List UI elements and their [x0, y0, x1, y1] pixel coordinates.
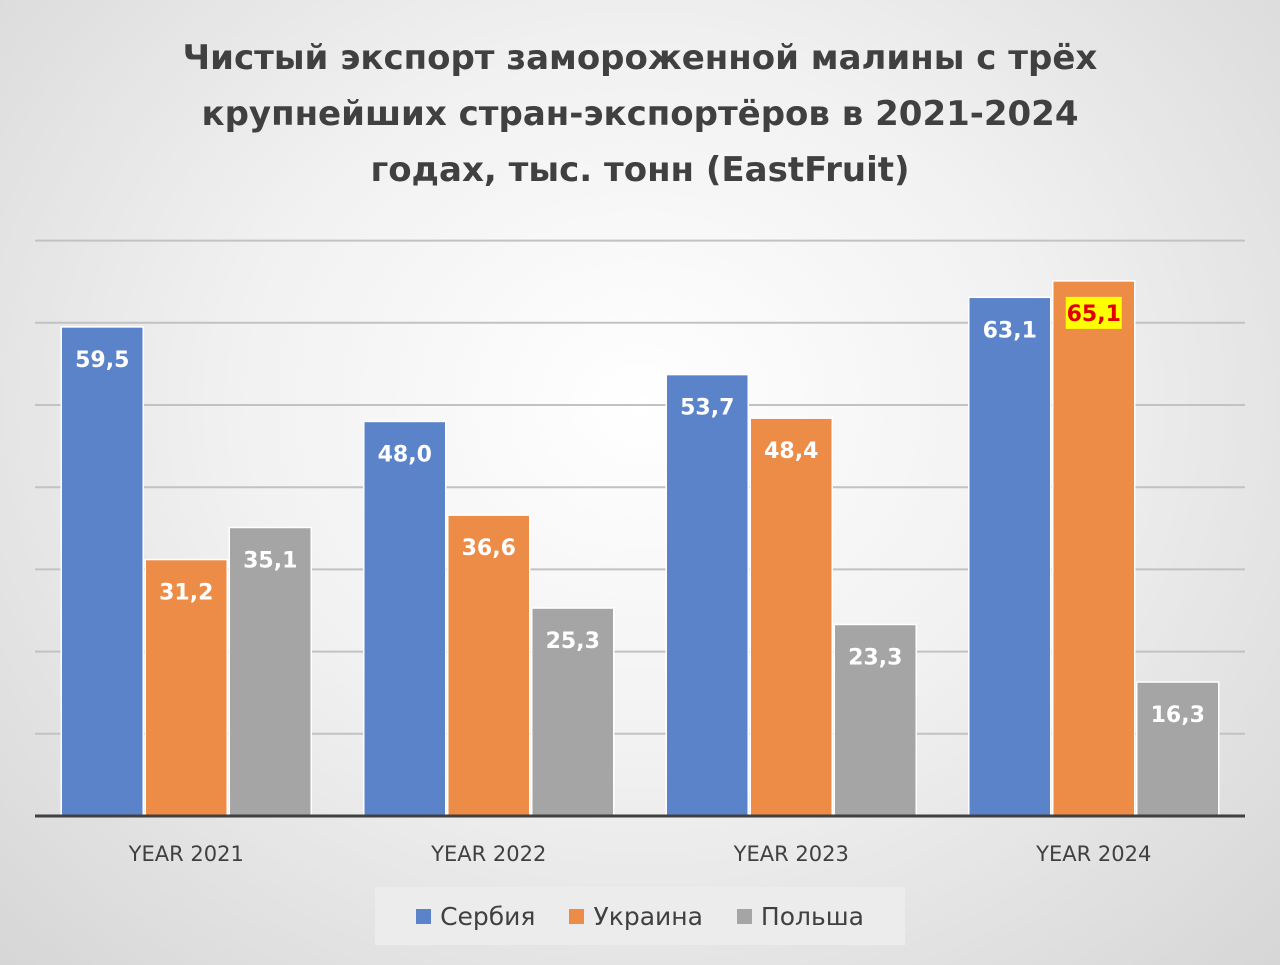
legend-label-ukraine: Украина [593, 901, 703, 931]
data-label: 35,1 [243, 548, 297, 573]
legend-swatch-serbia [416, 908, 432, 924]
bar-chart: 59,5 31,2 35,1 YEAR 2021 48,0 36,6 25,3 YEAR 20… [35, 239, 1245, 866]
data-label: 53,7 [680, 396, 734, 421]
chart-title: Чистый экспорт замороженной малины с трё… [0, 30, 1280, 198]
chart-legend: Сербия Украина Польша [375, 887, 905, 945]
data-label: 65,1 [1067, 302, 1121, 327]
data-label: 16,3 [1151, 703, 1205, 728]
data-label: 63,1 [983, 318, 1037, 343]
bar [968, 296, 1052, 817]
bar [1052, 280, 1136, 817]
x-tick-label: YEAR 2021 [128, 842, 244, 866]
legend-item-poland: Польша [736, 901, 864, 931]
bar [363, 420, 447, 817]
bar [665, 373, 749, 817]
legend-item-ukraine: Украина [569, 901, 703, 931]
chart-title-line-1: Чистый экспорт замороженной малины с трё… [182, 38, 1098, 78]
legend-label-serbia: Сербия [440, 901, 536, 931]
chart-title-line-3: годах, тыс. тонн (EastFruit) [370, 150, 910, 190]
bar [833, 623, 917, 817]
data-label: 59,5 [75, 348, 129, 373]
legend-swatch-poland [736, 908, 752, 924]
x-tick-label: YEAR 2024 [1035, 842, 1151, 866]
data-label: 36,6 [462, 536, 516, 561]
x-tick-label: YEAR 2022 [430, 842, 546, 866]
data-label: 31,2 [159, 581, 213, 606]
bar [749, 417, 833, 817]
chart-title-line-2: крупнейших стран-экспортёров в 2021-2024 [201, 94, 1079, 134]
data-label: 23,3 [848, 645, 902, 670]
x-tick-label: YEAR 2023 [733, 842, 849, 866]
legend-item-serbia: Сербия [416, 902, 535, 931]
data-label: 25,3 [546, 629, 600, 654]
legend-swatch-ukraine [569, 908, 585, 924]
bar [60, 326, 144, 817]
data-label: 48,4 [764, 439, 818, 464]
data-label: 48,0 [378, 442, 432, 467]
legend-label-poland: Польша [760, 901, 864, 931]
highlight-box [1065, 296, 1122, 329]
bar [531, 607, 615, 817]
